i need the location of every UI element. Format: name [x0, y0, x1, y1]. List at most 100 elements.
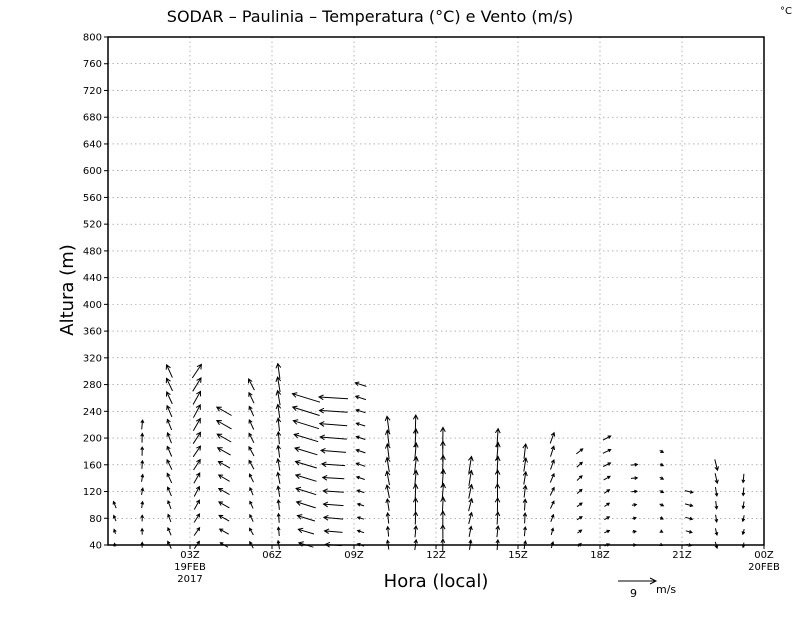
wind-arrow	[216, 447, 231, 456]
wind-arrow	[193, 513, 201, 523]
wind-arrow	[275, 417, 282, 432]
wind-arrow	[322, 501, 344, 508]
wind-arrow	[318, 421, 348, 427]
wind-arrow	[741, 487, 746, 497]
wind-arrow	[659, 462, 665, 467]
y-tick-label: 600	[83, 166, 102, 177]
x-tick-label: 18Z	[590, 550, 610, 561]
wind-arrow	[604, 502, 611, 507]
wind-arrow	[630, 476, 639, 481]
wind-arrow	[140, 432, 145, 443]
wind-arrow	[630, 462, 639, 467]
wind-arrow	[576, 502, 583, 508]
wind-arrow	[276, 430, 282, 445]
wind-arrow	[413, 510, 419, 525]
wind-arrow	[576, 488, 583, 494]
y-tick-label: 80	[89, 514, 102, 525]
wind-arrow	[550, 459, 555, 470]
wind-arrow	[113, 528, 117, 534]
wind-arrow	[140, 500, 145, 509]
x-tick-label: 00Z	[754, 550, 774, 561]
y-axis-title: Altura (m)	[57, 244, 78, 336]
wind-arrow	[495, 441, 501, 461]
wind-arrow	[412, 427, 419, 448]
wind-arrow	[385, 497, 391, 511]
wind-arrow	[714, 487, 719, 497]
y-tick-label: 680	[83, 113, 102, 124]
wind-arrow	[575, 448, 584, 455]
wind-arrow	[249, 513, 254, 522]
wind-arrow	[576, 516, 583, 521]
wind-arrow	[140, 459, 145, 469]
wind-arrow	[248, 391, 255, 404]
wind-arrow	[384, 415, 391, 434]
reference-vector-speed: 9	[630, 587, 637, 600]
wind-arrow	[522, 484, 528, 498]
wind-arrow	[631, 503, 638, 507]
wind-arrow	[355, 475, 365, 480]
y-tick-label: 320	[83, 353, 102, 364]
wind-arrow	[412, 413, 419, 435]
y-tick-label: 800	[83, 33, 102, 44]
wind-arrow	[192, 377, 202, 392]
wind-arrow	[549, 486, 555, 496]
wind-arrow	[741, 515, 746, 523]
wind-arrow	[192, 403, 201, 418]
wind-arrow	[602, 448, 612, 454]
wind-arrow	[249, 500, 254, 509]
wind-arrow	[550, 527, 555, 536]
wind-arrow	[165, 363, 173, 378]
wind-arrow	[319, 447, 347, 454]
wind-arrow	[602, 435, 612, 441]
wind-arrow	[248, 473, 254, 483]
wind-arrow	[192, 417, 201, 431]
wind-arrow	[522, 498, 528, 511]
wind-arrow	[603, 489, 611, 494]
wind-arrow	[291, 392, 321, 403]
wind-arrow	[140, 473, 145, 482]
chart-title: SODAR – Paulinia – Temperatura (°C) e Ve…	[167, 7, 573, 26]
wind-arrow	[275, 362, 282, 379]
wind-arrow	[356, 529, 365, 534]
wind-arrow	[191, 363, 202, 379]
wind-arrow	[354, 395, 367, 401]
x-tick-label: 03Z	[180, 550, 200, 561]
wind-arrow	[550, 445, 555, 457]
wind-arrow	[217, 460, 231, 469]
wind-arrow	[522, 512, 528, 524]
x-axis-title: Hora (local)	[384, 571, 489, 592]
wind-arrow	[249, 486, 254, 496]
wind-arrow	[468, 455, 474, 474]
x-tick-date: 20FEB	[748, 562, 780, 573]
wind-arrow	[659, 503, 665, 507]
wind-arrow	[294, 460, 317, 469]
y-tick-label: 640	[83, 139, 102, 150]
wind-arrow	[356, 502, 365, 507]
wind-arrow	[714, 528, 719, 537]
wind-arrow	[140, 514, 145, 522]
wind-arrow	[576, 475, 583, 481]
wind-arrow	[248, 432, 255, 444]
wind-arrow	[192, 431, 202, 444]
wind-arrow	[291, 405, 320, 416]
y-tick-label: 520	[83, 220, 102, 231]
wind-arrow	[275, 376, 282, 393]
wind-arrow	[318, 407, 348, 414]
wind-arrow	[685, 530, 693, 534]
wind-arrow	[685, 516, 694, 521]
wind-arrow	[297, 527, 315, 535]
wind-arrow	[321, 474, 345, 481]
wind-arrow	[468, 497, 474, 512]
wind-arrow	[413, 524, 419, 538]
wind-arrow	[248, 405, 255, 417]
x-tick-date: 19FEB	[174, 562, 206, 573]
wind-arrow	[166, 486, 172, 497]
wind-arrow	[193, 526, 201, 536]
x-tick-label: 09Z	[344, 550, 364, 561]
wind-arrow	[140, 527, 145, 535]
wind-arrow	[549, 500, 555, 509]
wind-arrow	[167, 526, 172, 536]
wind-arrow	[659, 529, 664, 533]
wind-arrow	[550, 513, 555, 522]
wind-arrow	[468, 483, 474, 499]
